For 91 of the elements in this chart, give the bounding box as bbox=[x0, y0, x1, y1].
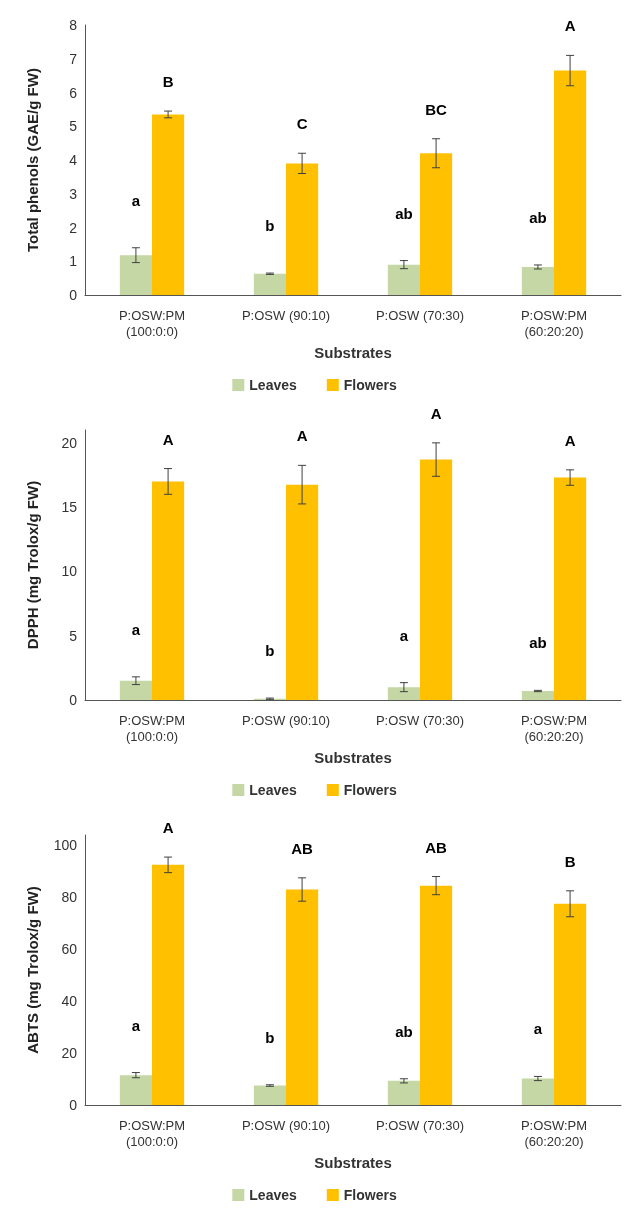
bar bbox=[152, 481, 185, 700]
annotation: a bbox=[131, 620, 141, 638]
annotation: A bbox=[564, 431, 576, 449]
bar bbox=[554, 903, 587, 1105]
annotation: ab bbox=[395, 1022, 413, 1040]
y-tick-label: 100 bbox=[53, 837, 78, 854]
annotation: a bbox=[533, 1020, 543, 1038]
legend-label: Flowers bbox=[343, 377, 397, 393]
y-tick-label: 0 bbox=[69, 287, 78, 303]
x-tick-label: P:OSW (70:30) bbox=[375, 307, 465, 323]
bar bbox=[286, 889, 319, 1105]
y-tick-label: 5 bbox=[69, 118, 78, 135]
y-tick-label: 3 bbox=[69, 185, 78, 202]
x-axis-title: Substrates bbox=[314, 749, 392, 766]
y-tick-label: 40 bbox=[61, 993, 78, 1010]
bar bbox=[387, 687, 420, 700]
annotation: A bbox=[564, 17, 576, 35]
legend-label: Leaves bbox=[249, 1187, 297, 1203]
y-axis-title: DPPH (mg Trolox/g FW) bbox=[24, 480, 41, 650]
x-tick-label: P:OSW:PM (100:0:0) bbox=[118, 1117, 186, 1149]
y-axis-title: ABTS (mg Trolox/g FW) bbox=[24, 886, 41, 1054]
annotation: b bbox=[265, 642, 275, 660]
bar bbox=[420, 885, 453, 1105]
bar bbox=[521, 266, 554, 295]
annotation: b bbox=[265, 1028, 275, 1046]
x-tick-label: P:OSW:PM (100:0:0) bbox=[118, 307, 186, 339]
bar bbox=[119, 680, 152, 700]
x-tick-label: P:OSW (70:30) bbox=[375, 712, 465, 728]
annotation: ab bbox=[395, 204, 413, 222]
bar bbox=[521, 691, 554, 700]
bar bbox=[554, 70, 587, 295]
x-tick-label: P:OSW (90:10) bbox=[241, 307, 331, 323]
annotation: A bbox=[162, 430, 174, 448]
annotation: BC bbox=[425, 100, 448, 118]
y-tick-label: 80 bbox=[61, 889, 78, 906]
legend-label: Flowers bbox=[343, 782, 397, 798]
annotation: B bbox=[162, 73, 174, 91]
annotation: AB bbox=[291, 839, 314, 857]
bar bbox=[152, 864, 185, 1105]
x-tick-label: P:OSW (90:10) bbox=[241, 1117, 331, 1133]
legend-label: Flowers bbox=[343, 1187, 397, 1203]
bar bbox=[286, 484, 319, 700]
x-tick-label: P:OSW:PM (60:20:20) bbox=[520, 712, 588, 744]
bar bbox=[119, 1075, 152, 1105]
bar bbox=[387, 264, 420, 295]
bar bbox=[152, 114, 185, 295]
x-tick-label: P:OSW:PM (60:20:20) bbox=[520, 307, 588, 339]
text: A bbox=[430, 404, 442, 422]
bar bbox=[554, 477, 587, 700]
x-axis-title: Substrates bbox=[314, 344, 392, 361]
annotation: ab bbox=[529, 208, 547, 226]
x-axis-title: Substrates bbox=[314, 1154, 392, 1171]
bar bbox=[420, 459, 453, 700]
x-tick-label: P:OSW (90:10) bbox=[241, 712, 331, 728]
y-tick-label: 2 bbox=[69, 219, 78, 236]
bar bbox=[521, 1078, 554, 1105]
y-tick-label: 8 bbox=[69, 17, 78, 33]
y-tick-label: 7 bbox=[69, 50, 78, 67]
y-tick-label: 15 bbox=[61, 499, 78, 516]
bar bbox=[387, 1080, 420, 1105]
annotation: a bbox=[399, 626, 409, 644]
annotation: ab bbox=[529, 634, 547, 652]
annotation: C bbox=[296, 115, 308, 133]
x-tick-label: P:OSW:PM (60:20:20) bbox=[520, 1117, 588, 1149]
annotation: a bbox=[131, 191, 141, 209]
annotation: a bbox=[131, 1016, 141, 1034]
annotation: b bbox=[265, 217, 275, 235]
y-tick-label: 6 bbox=[69, 84, 78, 101]
y-tick-label: 20 bbox=[61, 434, 78, 451]
bar bbox=[119, 255, 152, 295]
y-tick-label: 4 bbox=[69, 152, 78, 168]
bar bbox=[253, 273, 286, 295]
y-tick-label: 1 bbox=[69, 253, 78, 270]
y-tick-label: 10 bbox=[61, 563, 78, 580]
y-tick-label: 0 bbox=[69, 1097, 78, 1113]
x-tick-label: P:OSW (70:30) bbox=[375, 1117, 465, 1133]
legend-label: Leaves bbox=[249, 377, 297, 393]
legend-label: Leaves bbox=[249, 782, 297, 798]
y-tick-label: 20 bbox=[61, 1045, 78, 1062]
bar bbox=[286, 163, 319, 295]
x-tick-label: P:OSW:PM (100:0:0) bbox=[118, 712, 186, 744]
y-axis-title: Total phenols (GAE/g FW) bbox=[24, 68, 41, 252]
y-tick-label: 5 bbox=[69, 627, 78, 644]
y-tick-label: 60 bbox=[61, 941, 78, 958]
y-tick-label: 0 bbox=[69, 692, 78, 708]
annotation: AB bbox=[425, 838, 448, 856]
bar bbox=[253, 1085, 286, 1105]
bar bbox=[420, 153, 453, 295]
annotation: A bbox=[162, 819, 174, 837]
annotation: B bbox=[564, 852, 576, 870]
annotation: A bbox=[296, 427, 308, 445]
